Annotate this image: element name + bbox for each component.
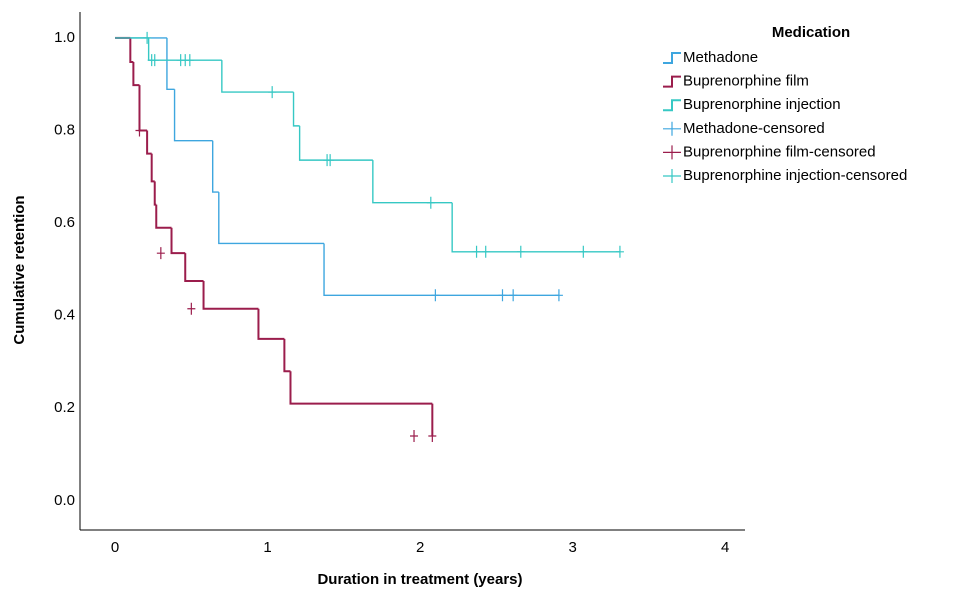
survival-step xyxy=(129,37,134,63)
survival-step xyxy=(298,125,373,161)
censor-mark xyxy=(150,54,159,67)
survival-step xyxy=(283,338,291,373)
legend-title: Medication xyxy=(772,24,850,41)
legend-label: Buprenorphine injection-censored xyxy=(683,167,907,184)
survival-step xyxy=(323,243,559,297)
survival-step xyxy=(150,153,155,183)
censor-mark xyxy=(268,86,277,99)
censor-mark xyxy=(615,245,624,258)
legend-icon xyxy=(663,169,681,183)
censor-mark xyxy=(326,154,335,167)
survival-step xyxy=(173,89,213,142)
censor-mark xyxy=(135,124,144,137)
survival-step xyxy=(166,37,175,91)
survival-step xyxy=(211,140,219,193)
legend-icon xyxy=(663,52,681,64)
survival-step xyxy=(221,60,294,93)
survival-step xyxy=(155,204,172,229)
survival-step xyxy=(451,202,620,253)
x-tick-label: 0 xyxy=(111,539,119,556)
survival-step xyxy=(202,280,259,310)
legend-label: Methadone xyxy=(683,49,758,66)
x-tick-label: 3 xyxy=(568,539,576,556)
censor-mark xyxy=(156,247,165,260)
x-tick-label: 2 xyxy=(416,539,424,556)
survival-step xyxy=(170,227,186,255)
x-axis-label: Duration in treatment (years) xyxy=(317,571,522,588)
legend-icon xyxy=(663,75,681,88)
survival-step xyxy=(132,61,140,87)
legend-label: Buprenorphine film-censored xyxy=(683,143,876,160)
y-tick-label: 0.2 xyxy=(54,399,75,416)
survival-step xyxy=(257,308,285,340)
censor-mark xyxy=(428,430,437,443)
legend-icon xyxy=(663,121,681,136)
censor-mark xyxy=(554,289,563,302)
legend-label: Buprenorphine injection xyxy=(683,96,841,113)
censor-mark xyxy=(579,245,588,258)
survival-step xyxy=(184,253,204,282)
y-tick-label: 1.0 xyxy=(54,29,75,46)
censor-mark xyxy=(516,245,525,258)
y-tick-label: 0.6 xyxy=(54,214,75,231)
y-tick-label: 0.0 xyxy=(54,492,75,509)
y-tick-label: 0.4 xyxy=(54,307,75,324)
censor-mark xyxy=(481,245,490,258)
censor-mark xyxy=(187,302,196,315)
censor-mark xyxy=(431,289,440,302)
x-tick-label: 4 xyxy=(721,539,729,556)
censor-mark xyxy=(410,430,419,443)
survival-step xyxy=(292,92,300,127)
legend-icon xyxy=(663,99,681,112)
legend-label: Methadone-censored xyxy=(683,120,825,137)
censor-mark xyxy=(143,31,152,44)
survival-step xyxy=(138,85,148,132)
legend-label: Buprenorphine film xyxy=(683,73,809,90)
survival-step xyxy=(372,160,453,204)
y-axis-label: Cumulative retention xyxy=(11,195,28,344)
censor-mark xyxy=(185,54,194,67)
survival-step xyxy=(289,371,433,405)
censor-mark xyxy=(509,289,518,302)
censor-mark xyxy=(426,196,435,209)
survival-step xyxy=(153,181,157,206)
censor-mark xyxy=(472,245,481,258)
x-tick-label: 1 xyxy=(263,539,271,556)
survival-step xyxy=(146,130,152,155)
survival-step xyxy=(218,192,325,245)
y-tick-label: 0.8 xyxy=(54,121,75,138)
censor-mark xyxy=(498,289,507,302)
legend-icon xyxy=(663,145,681,160)
